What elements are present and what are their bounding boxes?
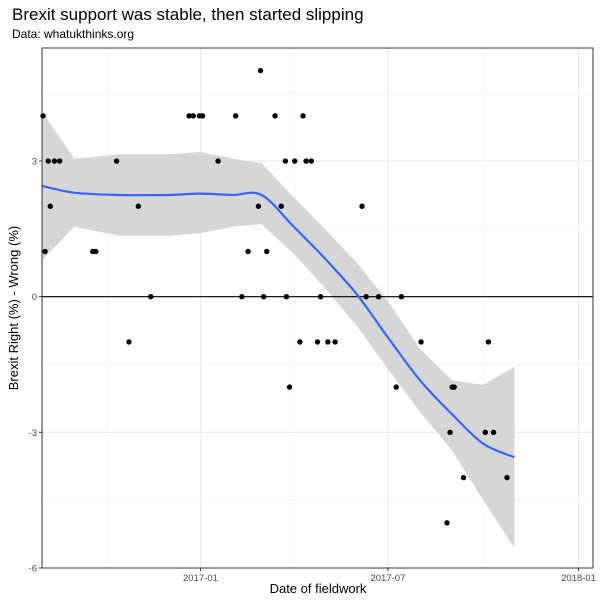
data-point [444, 520, 450, 526]
data-point [314, 339, 321, 345]
data-point [45, 158, 51, 164]
data-point [460, 474, 467, 481]
data-point [297, 339, 303, 345]
data-point [485, 339, 492, 345]
data-point [317, 293, 324, 300]
confidence-band-layer [42, 111, 515, 548]
data-point [186, 113, 192, 119]
data-point [232, 113, 239, 119]
x-axis-title: Date of fieldwork [270, 581, 367, 596]
data-point [113, 158, 120, 164]
data-point [286, 384, 293, 390]
data-point [292, 158, 298, 164]
y-tick-label: -3 [29, 428, 37, 439]
data-point [40, 113, 46, 119]
data-point [363, 293, 369, 300]
data-point [135, 203, 142, 209]
data-point [190, 113, 196, 119]
smooth-line-layer [41, 184, 515, 459]
data-point [303, 158, 309, 164]
data-point [359, 203, 365, 209]
data-point [245, 248, 251, 255]
chart-subtitle: Data: whatukthinks.org [12, 27, 135, 41]
confidence-band [42, 111, 515, 548]
data-point [126, 339, 132, 345]
y-axis-title: Brexit Right (%) - Wrong (%) [6, 226, 21, 390]
data-point [215, 158, 221, 164]
data-point [300, 113, 306, 119]
data-point [482, 429, 488, 436]
smooth-fit-line [41, 184, 515, 459]
data-point [332, 339, 338, 345]
data-point [42, 248, 48, 255]
data-point [93, 248, 99, 255]
y-tick-label: -6 [29, 564, 37, 575]
y-tick-label: 0 [32, 292, 37, 303]
x-tick-label: 2018-01 [561, 573, 596, 584]
data-point [199, 113, 206, 119]
panel-border [41, 47, 594, 569]
data-point [418, 339, 424, 345]
y-tick-label: 3 [32, 157, 37, 168]
x-tick-label: 2017-07 [370, 573, 405, 584]
data-point [504, 474, 510, 481]
data-point [282, 158, 289, 164]
data-point [447, 429, 453, 436]
data-point [398, 293, 405, 300]
tick-layer: -6 -3 0 3 2017-01 2017-07 2018-01 [29, 157, 596, 584]
data-point [148, 293, 154, 300]
data-point [272, 113, 278, 119]
data-point [375, 293, 382, 300]
data-point [47, 203, 53, 209]
data-point [257, 67, 264, 74]
data-point [451, 384, 457, 390]
points-layer [40, 67, 510, 526]
data-point [255, 203, 262, 209]
x-tick-label: 2017-01 [183, 573, 218, 584]
data-point [264, 248, 270, 255]
data-point [260, 293, 267, 300]
data-point [308, 158, 314, 164]
data-point [393, 384, 399, 390]
data-point [278, 203, 284, 209]
data-point [56, 158, 63, 164]
data-point [490, 429, 497, 436]
data-point [325, 339, 331, 345]
data-point [51, 158, 58, 164]
chart-title: Brexit support was stable, then started … [12, 5, 364, 24]
data-point [239, 293, 245, 300]
data-point [283, 293, 290, 300]
